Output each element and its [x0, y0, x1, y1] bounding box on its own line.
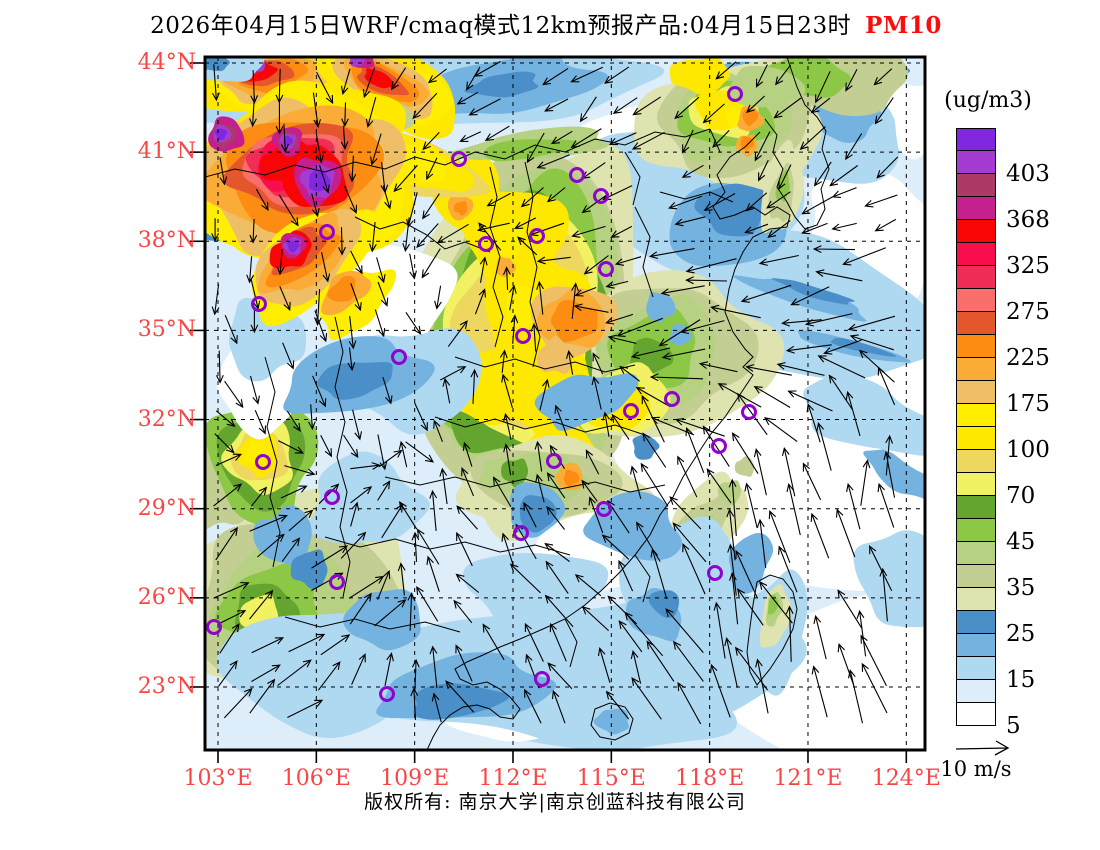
lon-axis-label: 112°E: [478, 766, 548, 791]
colorbar-tick-label: 15: [1006, 667, 1036, 693]
colorbar-block: [956, 496, 996, 519]
lon-axis-label: 124°E: [871, 766, 941, 791]
colorbar-tick-label: 25: [1006, 621, 1036, 647]
station-marker: [664, 391, 680, 407]
colorbar-block: [956, 151, 996, 174]
lon-axis-label: 109°E: [380, 766, 450, 791]
colorbar-block: [956, 519, 996, 542]
copyright-footer: 版权所有: 南京大学|南京创蓝科技有限公司: [364, 791, 746, 813]
colorbar-block: [956, 128, 996, 151]
colorbar-tick-label: 325: [1006, 253, 1050, 279]
colorbar-block: [956, 542, 996, 565]
lon-axis-label: 118°E: [675, 766, 745, 791]
station-marker: [596, 501, 612, 517]
station-marker: [534, 671, 550, 687]
station-marker: [623, 403, 639, 419]
station-markers-layer: [206, 86, 757, 702]
lat-axis-label: 32°N: [137, 406, 196, 432]
colorbar-block: [956, 174, 996, 197]
colorbar-tick-label: 175: [1006, 391, 1050, 417]
station-marker: [727, 86, 743, 102]
station-marker: [598, 261, 614, 277]
station-marker: [329, 574, 345, 590]
colorbar-block: [956, 312, 996, 335]
colorbar-block: [956, 404, 996, 427]
colorbar-tick-label: 35: [1006, 575, 1036, 601]
station-marker: [451, 151, 467, 167]
colorbar-block: [956, 657, 996, 680]
page-title: 2026年04月15日WRF/cmaq模式12km预报产品:04月15日23时 P…: [96, 6, 996, 40]
wind-arrows-layer: [211, 61, 899, 725]
colorbar-block: [956, 381, 996, 404]
colorbar-block: [956, 243, 996, 266]
station-marker: [707, 565, 723, 581]
colorbar-tick-label: 45: [1006, 529, 1036, 555]
colorbar-unit-label: (ug/m3): [944, 88, 1032, 113]
station-marker: [711, 438, 727, 454]
station-marker: [569, 167, 585, 183]
map-frame-and-ticks: [190, 55, 927, 763]
colorbar-block: [956, 220, 996, 243]
title-text: 2026年04月15日WRF/cmaq模式12km预报产品:04月15日23时: [150, 13, 852, 39]
colorbar-block: [956, 358, 996, 381]
colorbar-tick-label: 275: [1006, 299, 1050, 325]
colorbar-block: [956, 335, 996, 358]
station-marker: [478, 236, 494, 252]
lat-axis-label: 38°N: [137, 228, 196, 254]
colorbar-tick-label: 403: [1006, 161, 1050, 187]
colorbar-block: [956, 611, 996, 634]
colorbar-block: [956, 634, 996, 657]
colorbar-tick-label: 5: [1006, 713, 1021, 739]
station-marker: [741, 404, 757, 420]
lat-axis-label: 41°N: [137, 139, 196, 165]
station-marker: [593, 188, 609, 204]
lat-axis-label: 44°N: [137, 50, 196, 75]
colorbar-tick-label: 100: [1006, 437, 1050, 463]
station-marker: [379, 686, 395, 702]
lon-axis-label: 103°E: [183, 766, 253, 791]
colorbar-block: [956, 680, 996, 703]
pollutant-label: PM10: [865, 12, 942, 39]
colorbar-block: [956, 266, 996, 289]
lon-axis-label: 115°E: [576, 766, 646, 791]
station-marker: [515, 328, 531, 344]
station-marker: [319, 224, 335, 240]
lon-axis-label: 121°E: [773, 766, 843, 791]
wind-scale-label: 10 m/s: [940, 757, 1012, 781]
wind-scale-arrow: [955, 740, 1010, 756]
station-marker: [206, 619, 222, 635]
lat-axis-label: 23°N: [137, 673, 196, 699]
lat-axis-label: 35°N: [137, 317, 196, 343]
station-marker: [513, 525, 529, 541]
colorbar-block: [956, 427, 996, 450]
station-marker: [391, 349, 407, 365]
station-marker: [324, 489, 340, 505]
lat-axis-label: 26°N: [137, 584, 196, 610]
station-marker: [529, 228, 545, 244]
colorbar-block: [956, 289, 996, 312]
station-marker: [255, 454, 271, 470]
colorbar-block: [956, 588, 996, 611]
colorbar-block: [956, 703, 996, 726]
lat-axis-label: 29°N: [137, 495, 196, 521]
coastline-borders-layer: [206, 58, 830, 749]
colorbar-block: [956, 450, 996, 473]
colorbar-tick-label: 368: [1006, 207, 1050, 233]
station-marker: [546, 453, 562, 469]
station-marker: [251, 296, 267, 312]
concentration-fill-layer: [206, 58, 924, 749]
colorbar-block: [956, 565, 996, 588]
colorbar-block: [956, 197, 996, 220]
lon-axis-label: 106°E: [281, 766, 351, 791]
colorbar-tick-label: 225: [1006, 345, 1050, 371]
colorbar-tick-label: 70: [1006, 483, 1036, 509]
colorbar-block: [956, 473, 996, 496]
